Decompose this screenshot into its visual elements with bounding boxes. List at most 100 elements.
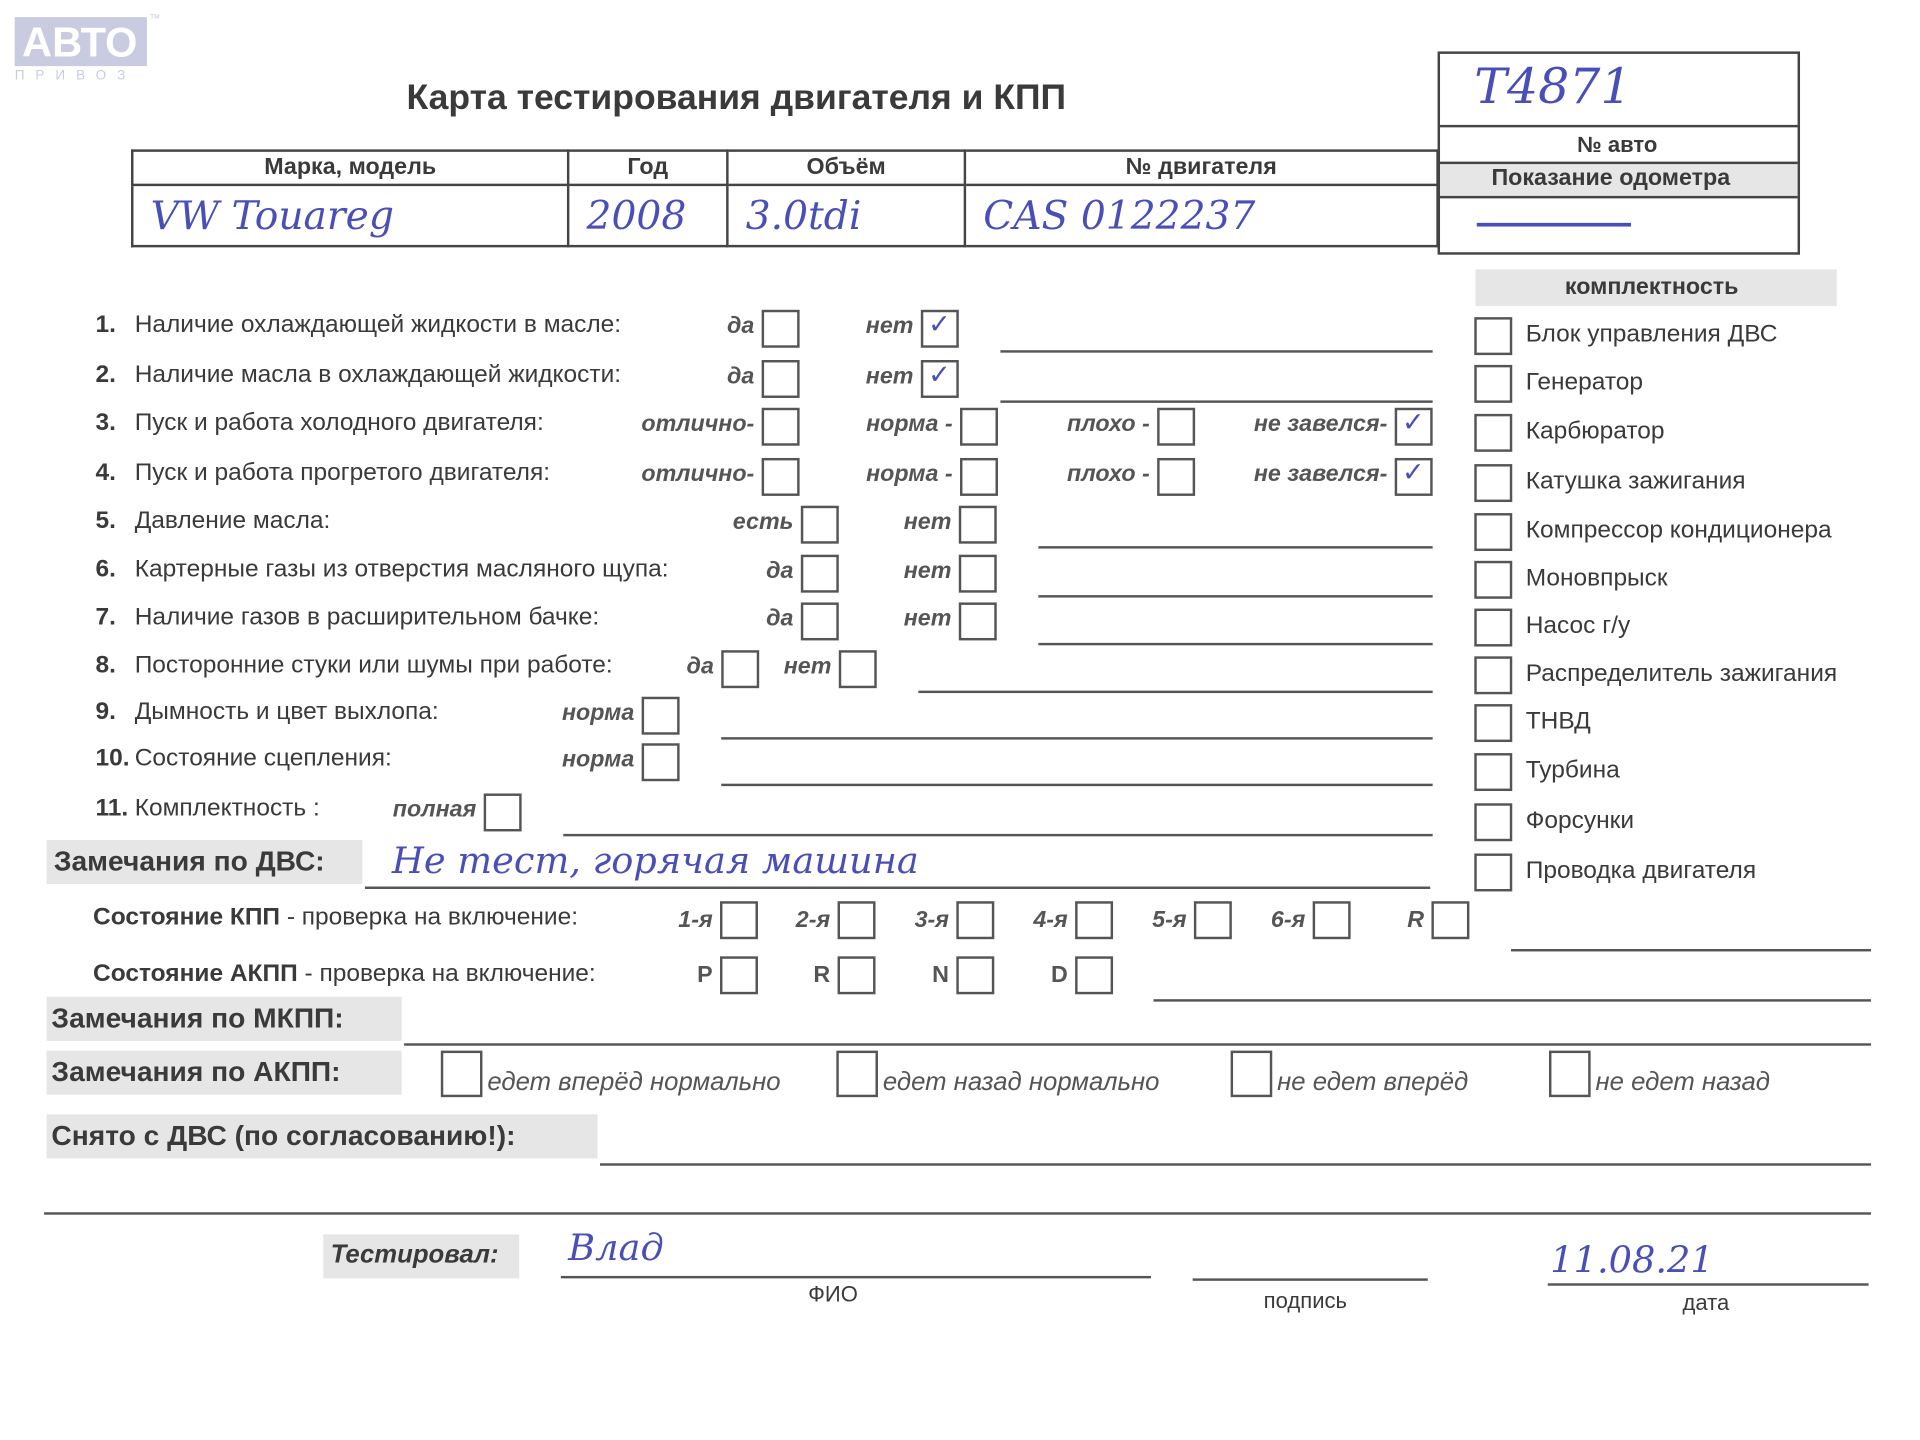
component-checkbox[interactable] bbox=[1474, 513, 1513, 552]
component-checkbox[interactable] bbox=[1474, 560, 1513, 599]
option-checkbox[interactable] bbox=[960, 457, 998, 496]
plate-value: Т4871 bbox=[1474, 58, 1632, 116]
akpp-gear-checkbox[interactable] bbox=[837, 956, 876, 995]
option-checkbox[interactable] bbox=[483, 793, 522, 832]
akpp-remark-checkbox[interactable] bbox=[1230, 1050, 1273, 1098]
question-number: 2. bbox=[95, 361, 116, 389]
option-checkbox[interactable]: ✓ bbox=[920, 360, 959, 398]
option-checkbox[interactable] bbox=[800, 602, 839, 641]
option-checkbox[interactable] bbox=[761, 360, 800, 398]
gear-checkbox[interactable] bbox=[1193, 901, 1232, 940]
option-checkbox[interactable] bbox=[958, 602, 997, 641]
option-checkbox[interactable] bbox=[761, 407, 800, 446]
option-checkbox[interactable] bbox=[761, 457, 800, 496]
remarks-mkpp-label: Замечания по МКПП: bbox=[51, 1001, 344, 1034]
akpp-label: Состояние АКПП - проверка на включение: bbox=[93, 960, 596, 988]
option-label: не завелся- bbox=[1253, 411, 1388, 438]
remarks-akpp-label: Замечания по АКПП: bbox=[51, 1055, 341, 1088]
gear-label: 4-я bbox=[1033, 907, 1068, 934]
option-label: да bbox=[766, 558, 794, 585]
option-checkbox[interactable] bbox=[960, 407, 998, 446]
component-checkbox[interactable] bbox=[1474, 853, 1513, 892]
option-checkbox[interactable] bbox=[958, 505, 997, 544]
option-checkbox[interactable] bbox=[800, 505, 839, 544]
question-text: Пуск и работа холодного двигателя: bbox=[134, 408, 544, 436]
component-label: Распределитель зажигания bbox=[1525, 660, 1838, 687]
gear-label: 2-я bbox=[795, 907, 831, 934]
option-label: отлично- bbox=[641, 411, 755, 438]
component-label: Форсунки bbox=[1525, 806, 1634, 834]
component-label: Карбюратор bbox=[1525, 417, 1665, 445]
akpp-gear-label: D bbox=[1050, 962, 1068, 989]
components-header bbox=[1475, 269, 1837, 307]
component-checkbox[interactable] bbox=[1474, 608, 1513, 647]
gear-checkbox[interactable] bbox=[1312, 901, 1351, 940]
answer-line bbox=[563, 833, 1433, 837]
question-number: 10. bbox=[95, 744, 130, 772]
option-checkbox[interactable] bbox=[958, 554, 997, 593]
question-number: 7. bbox=[95, 603, 116, 631]
component-label: Блок управления ДВС bbox=[1525, 320, 1778, 348]
option-checkbox[interactable] bbox=[761, 309, 800, 348]
tested-label: Тестировал: bbox=[330, 1240, 499, 1269]
check-mark-icon: ✓ bbox=[928, 360, 951, 391]
gear-label: 1-я bbox=[678, 907, 713, 934]
component-checkbox[interactable] bbox=[1474, 413, 1513, 452]
question-text: Дымность и цвет выхлопа: bbox=[134, 697, 439, 725]
option-label: нет bbox=[865, 363, 914, 390]
gear-checkbox[interactable] bbox=[837, 901, 876, 940]
option-checkbox[interactable] bbox=[800, 554, 839, 593]
component-checkbox[interactable] bbox=[1474, 803, 1513, 842]
akpp-gear-checkbox[interactable] bbox=[956, 956, 995, 995]
option-label: нет bbox=[903, 558, 952, 585]
option-checkbox[interactable] bbox=[641, 696, 680, 735]
akpp-gear-checkbox[interactable] bbox=[1075, 956, 1114, 995]
akpp-remark-checkbox[interactable] bbox=[1548, 1050, 1591, 1098]
answer-line bbox=[721, 783, 1433, 787]
component-checkbox[interactable] bbox=[1474, 704, 1513, 743]
component-checkbox[interactable] bbox=[1474, 464, 1513, 503]
akpp-gear-checkbox[interactable] bbox=[720, 956, 758, 995]
question-text: Давление масла: bbox=[134, 506, 331, 534]
remarks-engine-label-bg bbox=[46, 840, 363, 885]
option-checkbox[interactable] bbox=[721, 650, 760, 689]
option-label: плохо - bbox=[1066, 411, 1150, 438]
question-number: 6. bbox=[95, 555, 116, 583]
gear-checkbox[interactable] bbox=[956, 901, 995, 940]
akpp-remark-checkbox[interactable] bbox=[440, 1050, 483, 1098]
component-checkbox[interactable] bbox=[1474, 656, 1513, 695]
option-label: норма bbox=[561, 700, 635, 727]
option-checkbox[interactable] bbox=[838, 650, 877, 689]
akpp-remark-checkbox[interactable] bbox=[836, 1050, 878, 1098]
option-label: плохо - bbox=[1066, 461, 1150, 488]
component-checkbox[interactable] bbox=[1474, 753, 1513, 792]
gear-checkbox[interactable] bbox=[720, 901, 758, 940]
question-number: 9. bbox=[95, 697, 116, 725]
gear-checkbox[interactable] bbox=[1431, 901, 1470, 940]
akpp-gear-label: P bbox=[697, 962, 713, 989]
option-checkbox[interactable] bbox=[641, 743, 680, 782]
question-number: 5. bbox=[95, 506, 116, 534]
option-checkbox[interactable] bbox=[1157, 407, 1196, 446]
component-checkbox[interactable] bbox=[1474, 364, 1513, 403]
gear-label: 3-я bbox=[914, 907, 949, 934]
logo-tm: ™ bbox=[149, 12, 161, 25]
option-label: норма - bbox=[866, 411, 953, 438]
option-label: да bbox=[766, 606, 794, 632]
option-checkbox[interactable]: ✓ bbox=[920, 309, 959, 348]
question-number: 4. bbox=[95, 459, 116, 487]
component-label: Компрессор кондиционера bbox=[1525, 516, 1832, 544]
option-checkbox[interactable] bbox=[1157, 457, 1196, 496]
akpp-remark-label: не едет вперёд bbox=[1277, 1067, 1469, 1096]
option-checkbox[interactable]: ✓ bbox=[1394, 407, 1433, 446]
remarks-engine-value: Не тест, горячая машина bbox=[391, 840, 919, 883]
component-checkbox[interactable] bbox=[1474, 317, 1513, 356]
answer-line bbox=[1038, 595, 1433, 598]
component-label: Турбина bbox=[1525, 756, 1620, 784]
option-label: не завелся- bbox=[1253, 461, 1388, 488]
component-label: Моновпрыск bbox=[1525, 564, 1668, 592]
gear-checkbox[interactable] bbox=[1075, 901, 1114, 940]
option-checkbox[interactable]: ✓ bbox=[1394, 457, 1433, 496]
akpp-remark-label: не едет назад bbox=[1595, 1067, 1770, 1096]
